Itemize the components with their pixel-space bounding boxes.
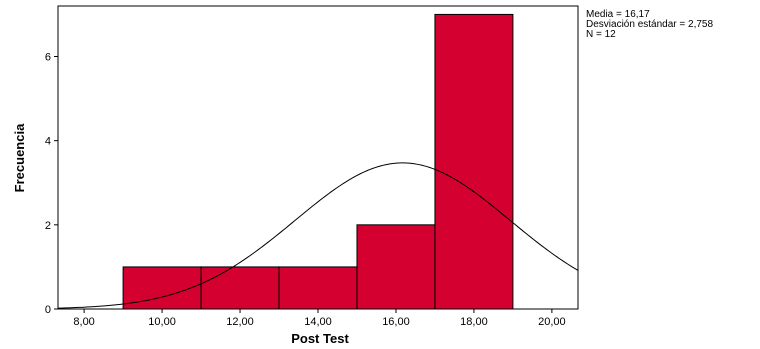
x-tick-label: 20,00 [538, 316, 566, 328]
histogram-bar-2 [200, 266, 280, 310]
stat-sd: Desviación estándar = 2,758 [586, 19, 714, 30]
histogram-bar-5 [434, 13, 514, 310]
x-axis-ticks: 8,00 10,00 12,00 14,00 16,00 18,00 20,00 [73, 309, 566, 328]
normal-curve [57, 162, 579, 309]
x-axis-title: Post Test [291, 331, 349, 346]
histogram-bar-3 [278, 266, 358, 310]
x-tick-label: 12,00 [226, 316, 254, 328]
stat-mean: Media = 16,17 [586, 9, 650, 20]
x-tick-label: 18,00 [460, 316, 488, 328]
y-tick-label: 6 [45, 52, 51, 64]
bars-group [122, 13, 514, 310]
stat-n: N = 12 [586, 29, 616, 40]
stats-legend: Media = 16,17 Desviación estándar = 2,75… [586, 10, 713, 40]
x-tick-label: 8,00 [73, 316, 94, 328]
y-axis-ticks: 0 2 4 6 [45, 52, 58, 316]
x-tick-label: 10,00 [148, 316, 176, 328]
x-tick-label: 16,00 [382, 316, 410, 328]
histogram-bar-4 [356, 224, 436, 310]
y-tick-label: 4 [45, 136, 51, 148]
y-tick-label: 2 [45, 220, 51, 232]
x-tick-label: 14,00 [304, 316, 332, 328]
y-axis-title: Frecuencia [12, 123, 27, 192]
y-tick-label: 0 [45, 304, 51, 316]
